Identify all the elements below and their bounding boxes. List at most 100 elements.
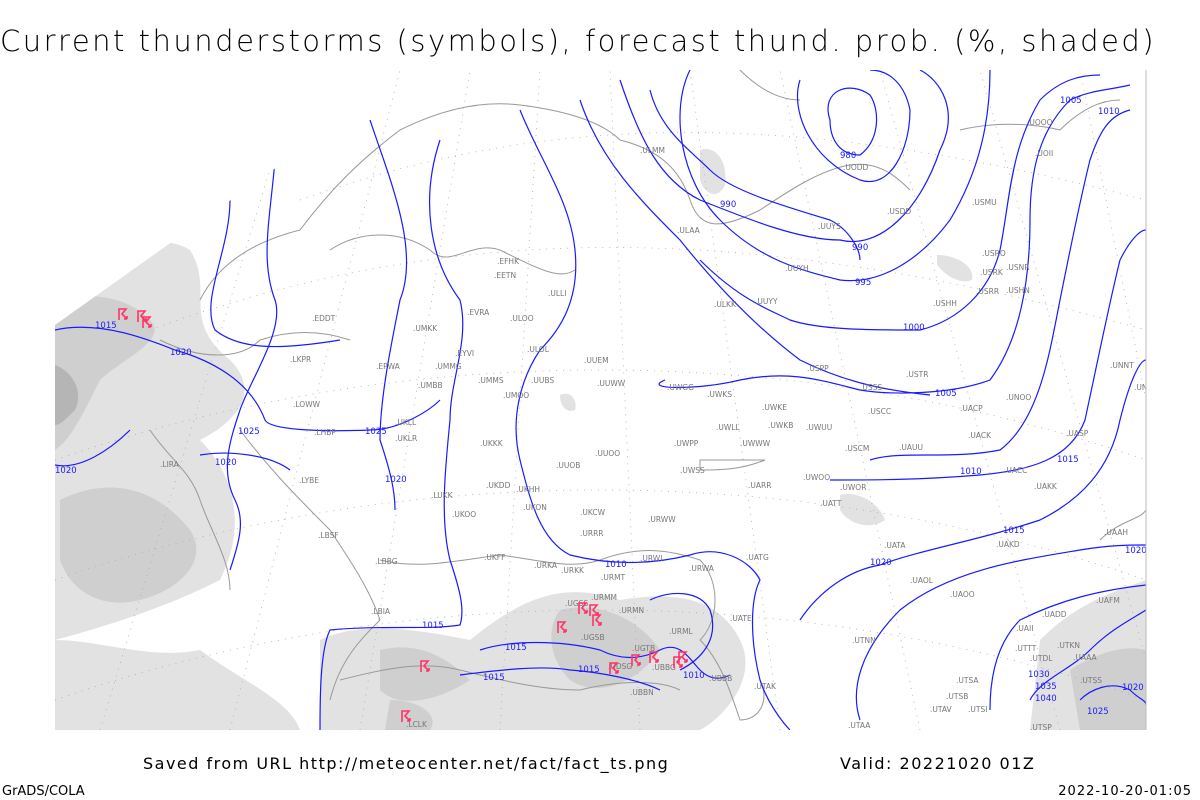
isobar-label: 1015 <box>422 621 444 631</box>
station-label: .UAOO <box>950 590 975 599</box>
isobar-labels: 1015 990 990 980 995 1000 1005 1010 1005 1010 1015… <box>55 96 1146 717</box>
station-label: .UKFF <box>484 553 505 562</box>
station-label: .URWI <box>640 554 662 563</box>
station-label: .UBBB <box>709 674 732 683</box>
station-label: .USRK <box>980 268 1004 277</box>
station-label: .UUWW <box>597 379 626 388</box>
isobar-label: 1005 <box>1060 96 1082 106</box>
isobar-label: 1010 <box>683 671 705 681</box>
station-label: .UTNN <box>852 636 876 645</box>
station-label: .ULMM <box>640 146 665 155</box>
station-label: .LBIA <box>371 607 391 616</box>
station-label: .LHBP <box>314 428 336 437</box>
isobar-label: 990 <box>852 243 868 253</box>
station-label: .UNNT <box>1110 361 1134 370</box>
isobar-label: 1025 <box>1087 707 1109 717</box>
station-label: .LOWW <box>293 400 321 409</box>
station-label: .UTKN <box>1057 641 1080 650</box>
station-label: .UWPP <box>674 439 699 448</box>
station-label: .USPP <box>807 364 829 373</box>
valid-time: Valid: 20221020 01Z <box>840 754 1036 773</box>
station-label: .UMMS <box>478 376 504 385</box>
station-label: .UAKK <box>1034 482 1058 491</box>
station-label: .USCC <box>868 407 891 416</box>
station-label: .UOII <box>1035 149 1053 158</box>
station-label: .UTSA <box>956 676 979 685</box>
station-label: .UNBB <box>1134 383 1158 392</box>
station-label: .UKON <box>523 503 547 512</box>
station-label: .LBSF <box>318 531 339 540</box>
station-label: .UWWW <box>740 439 771 448</box>
thunderstorm-probability-shading <box>55 149 1146 730</box>
thunderstorm-symbol <box>589 604 599 616</box>
station-label: .UTSS <box>1080 676 1102 685</box>
station-label: .USTR <box>906 370 928 379</box>
station-label: .UACK <box>968 431 992 440</box>
station-label: .LYBE <box>299 476 319 485</box>
station-label: .UUOO <box>595 449 620 458</box>
station-label: .LUKK <box>431 491 454 500</box>
station-label: .EDDT <box>312 314 336 323</box>
thunderstorm-symbol <box>185 168 195 180</box>
station-label: .UKCW <box>580 508 606 517</box>
station-label: .URKA <box>534 561 558 570</box>
isobar-label: 1010 <box>605 560 627 570</box>
station-labels: .ULMM .ULAA .UUYS .USDD .USMU .UODD .UOOO .UOII… <box>160 118 1158 730</box>
lat-lon-grid <box>55 70 1146 730</box>
station-label: .UMMG <box>435 362 462 371</box>
isobar-label: 1025 <box>365 427 387 437</box>
thunderstorm-symbol <box>673 656 683 668</box>
station-label: .UAKD <box>996 540 1020 549</box>
station-label: .UUEM <box>584 356 609 365</box>
station-label: .USCM <box>845 444 869 453</box>
isobar-label: 980 <box>840 151 856 161</box>
isobar-label: 1030 <box>1028 670 1050 680</box>
station-label: .ULLI <box>548 289 566 298</box>
station-label: .UGSS <box>565 599 588 608</box>
station-label: .URMN <box>619 606 644 615</box>
isobar-label: 1035 <box>1035 682 1057 692</box>
station-label: .UAAA <box>1073 653 1098 662</box>
isobar-label: 1010 <box>1098 107 1120 117</box>
thunderstorm-symbol <box>609 662 619 674</box>
station-label: .ULOO <box>510 314 534 323</box>
station-label: .USNR <box>1006 263 1029 272</box>
map-title: Current thunderstorms (symbols), forecas… <box>0 24 1157 58</box>
station-label: .ULAA <box>677 226 701 235</box>
station-label: .UARR <box>748 481 771 490</box>
station-label: .UTAV <box>930 705 953 714</box>
software-credit: GrADS/COLA <box>2 784 85 799</box>
station-label: .UADD <box>1042 610 1067 619</box>
isobar-label: 1020 <box>870 558 892 568</box>
isobar-label: 1020 <box>55 466 77 476</box>
station-label: .UMOO <box>503 391 529 400</box>
saved-from-url: Saved from URL http://meteocenter.net/fa… <box>143 754 670 773</box>
isobar-label: 990 <box>720 200 736 210</box>
station-label: .UAAH <box>1104 528 1128 537</box>
station-label: .UASP <box>1066 429 1089 438</box>
station-label: .UWLL <box>716 423 740 432</box>
isobar-label: 1015 <box>1003 526 1025 536</box>
station-label: .UBBN <box>630 688 654 697</box>
station-label: .UMKK <box>413 324 438 333</box>
station-label: .UNOO <box>1006 393 1031 402</box>
station-label: .USRO <box>982 249 1006 258</box>
isobars <box>55 70 1146 730</box>
station-label: .UWOO <box>803 473 830 482</box>
isobar-label: 1010 <box>960 467 982 477</box>
station-label: .EPWA <box>376 362 401 371</box>
station-label: .UUYH <box>785 264 809 273</box>
isobar-label: 1005 <box>935 389 957 399</box>
station-label: .UGTB <box>632 644 655 653</box>
coastlines <box>149 70 1146 721</box>
station-label: .UWSS <box>680 466 705 475</box>
station-label: .LIRA <box>160 460 180 469</box>
station-label: .URML <box>669 627 694 636</box>
isobar-label: 1015 <box>505 643 527 653</box>
thunderstorm-symbol <box>401 710 411 722</box>
station-label: .UOOO <box>1027 118 1053 127</box>
station-label: .UKLL <box>395 418 417 427</box>
station-label: .UTAA <box>848 721 871 730</box>
station-label: .EETN <box>494 271 516 280</box>
